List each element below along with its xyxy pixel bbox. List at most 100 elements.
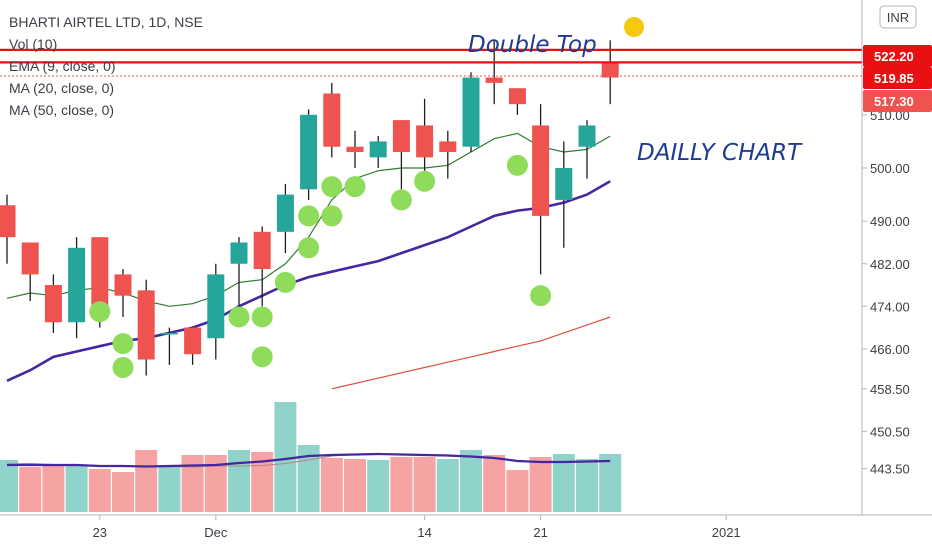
signal-marker bbox=[414, 170, 436, 192]
volume-bar bbox=[0, 460, 18, 512]
signal-marker bbox=[344, 176, 366, 198]
volume-bar bbox=[599, 454, 622, 512]
volume-bar bbox=[460, 450, 482, 512]
candle-body bbox=[323, 93, 341, 147]
volume-bar bbox=[506, 470, 529, 512]
candle-body bbox=[0, 205, 16, 238]
candle-body bbox=[485, 77, 503, 83]
volume-bar bbox=[228, 450, 250, 512]
candle-body bbox=[160, 332, 178, 335]
candle-body bbox=[253, 231, 271, 270]
price-tick-label: 443.50 bbox=[870, 462, 910, 477]
volume-bar bbox=[413, 457, 436, 512]
double-top-annotation[interactable]: Double Top bbox=[468, 32, 597, 58]
signal-marker bbox=[112, 357, 134, 378]
signal-marker bbox=[530, 285, 552, 307]
signal-marker bbox=[390, 189, 412, 211]
candle-body bbox=[439, 141, 457, 153]
candle-body bbox=[68, 247, 86, 323]
volume-bar bbox=[344, 459, 366, 512]
volume-bar bbox=[158, 467, 181, 512]
signal-marker bbox=[251, 306, 273, 328]
candle-body bbox=[114, 274, 132, 296]
volume-bar bbox=[483, 455, 506, 512]
signal-marker bbox=[321, 176, 343, 198]
time-tick-label: Dec bbox=[204, 525, 228, 540]
price-tag bbox=[863, 90, 932, 112]
volume-bar bbox=[367, 460, 390, 512]
price-tags: 522.20 519.85 517.30 bbox=[863, 45, 932, 112]
candle-body bbox=[276, 194, 294, 232]
price-tick-label: 466.00 bbox=[870, 342, 910, 357]
price-tick-label: 458.50 bbox=[870, 382, 910, 397]
price-axis[interactable]: 443.50 450.50 458.50 466.00 474.00 482.00 490.… bbox=[862, 55, 910, 477]
candle-body bbox=[207, 274, 225, 339]
symbol-title[interactable]: BHARTI AIRTEL LTD, 1D, NSE bbox=[9, 14, 203, 30]
candle-body bbox=[21, 242, 39, 275]
volume-ma-line bbox=[7, 452, 611, 468]
signal-marker bbox=[89, 301, 111, 323]
price-tag-label: 522.20 bbox=[874, 49, 914, 64]
candle-body bbox=[462, 77, 480, 147]
time-tick-label: 21 bbox=[533, 525, 547, 540]
currency-label: INR bbox=[887, 10, 909, 25]
volume-bar bbox=[204, 455, 227, 512]
volume-bar bbox=[135, 450, 158, 512]
ema-legend[interactable]: EMA (9, close, 0) bbox=[9, 58, 116, 74]
volume-bar bbox=[297, 445, 320, 512]
volume-layer bbox=[0, 402, 622, 512]
candle-body bbox=[44, 285, 62, 323]
candle-body bbox=[346, 146, 364, 153]
volume-bar bbox=[529, 457, 552, 512]
price-tick-label: 500.00 bbox=[870, 161, 910, 176]
candle-body bbox=[416, 125, 434, 158]
currency-button[interactable]: INR bbox=[879, 5, 917, 29]
volume-bar bbox=[42, 465, 65, 512]
ma20-legend[interactable]: MA (20, close, 0) bbox=[9, 80, 114, 96]
vol-legend[interactable]: Vol (10) bbox=[9, 36, 57, 52]
sun-marker-icon[interactable] bbox=[624, 17, 644, 37]
price-tag bbox=[863, 45, 932, 67]
candle-body bbox=[555, 168, 573, 200]
horizontal-lines bbox=[0, 48, 862, 77]
volume-bar bbox=[251, 452, 274, 512]
time-tick-label: 14 bbox=[417, 525, 431, 540]
price-tag-label: 519.85 bbox=[874, 71, 914, 86]
candle-body bbox=[137, 290, 155, 360]
marker-layer bbox=[89, 154, 552, 378]
candle-body bbox=[91, 237, 109, 307]
volume-bar bbox=[390, 457, 413, 512]
volume-bar bbox=[88, 469, 111, 512]
price-tick-label: 474.00 bbox=[870, 299, 910, 314]
volume-bar bbox=[181, 455, 204, 512]
volume-bar bbox=[19, 467, 42, 512]
candle-body bbox=[392, 120, 410, 153]
time-axis[interactable]: 23 Dec 14 21 2021 bbox=[93, 515, 741, 540]
signal-marker bbox=[251, 346, 273, 368]
candle-body bbox=[369, 141, 387, 158]
volume-bar bbox=[320, 458, 343, 512]
ma50-line bbox=[331, 316, 611, 390]
price-tick-label: 482.00 bbox=[870, 257, 910, 272]
signal-marker bbox=[228, 306, 250, 328]
candle-body bbox=[578, 125, 596, 147]
candle-body bbox=[601, 61, 619, 78]
volume-bar bbox=[436, 459, 459, 512]
candle-layer bbox=[0, 40, 619, 376]
daily-chart-annotation[interactable]: DAILLY CHART bbox=[637, 140, 803, 166]
signal-marker bbox=[298, 237, 320, 259]
ma50-legend[interactable]: MA (50, close, 0) bbox=[9, 102, 114, 118]
volume-bar bbox=[576, 459, 598, 512]
signal-marker bbox=[298, 205, 320, 227]
price-tag bbox=[863, 67, 932, 89]
time-tick-label: 23 bbox=[93, 525, 107, 540]
candle-body bbox=[230, 242, 248, 264]
candle-body bbox=[508, 88, 526, 105]
price-tick-label: 490.00 bbox=[870, 214, 910, 229]
signal-marker bbox=[506, 154, 528, 176]
signal-marker bbox=[321, 205, 343, 227]
price-tick-label: 450.50 bbox=[870, 424, 910, 439]
candle-body bbox=[300, 114, 318, 190]
signal-marker bbox=[112, 333, 134, 355]
